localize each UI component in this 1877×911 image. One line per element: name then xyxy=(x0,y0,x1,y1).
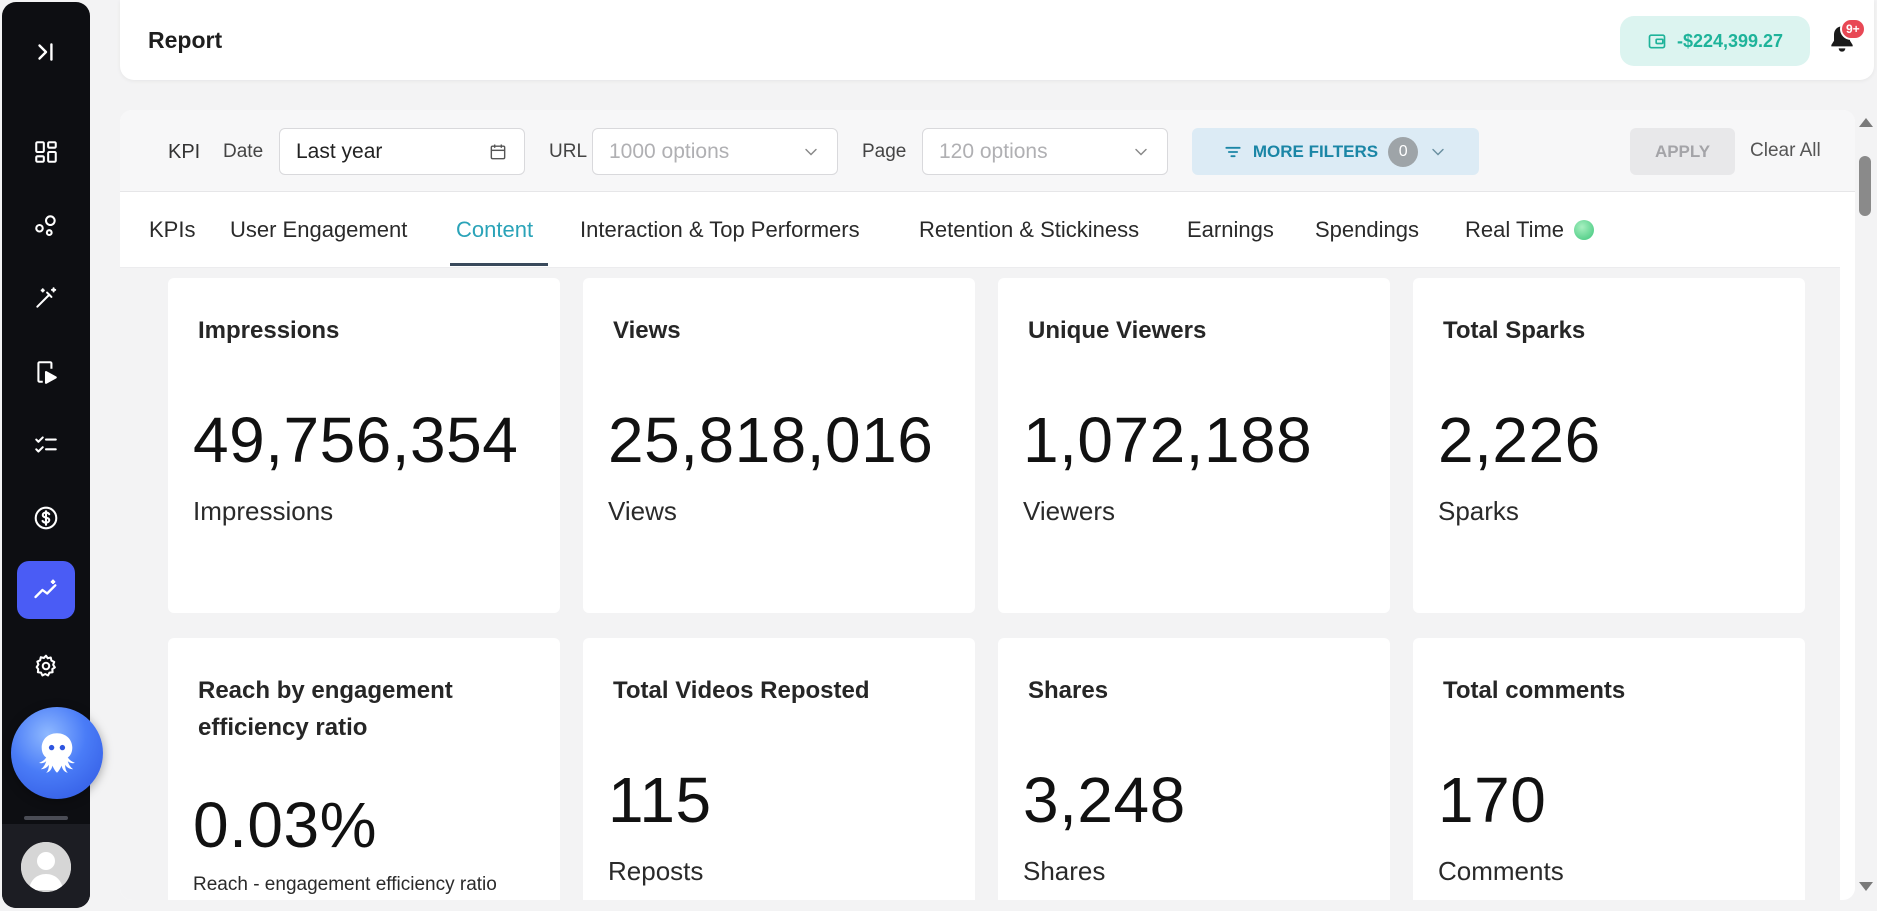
tab-real-time-label: Real Time xyxy=(1465,217,1565,242)
kpi-label: KPI xyxy=(168,141,201,163)
chevron-down-icon xyxy=(805,148,817,156)
card-title: Reach by engagement efficiency ratio xyxy=(198,677,453,741)
card-value: 25,818,016 xyxy=(608,404,934,476)
magic-wand-icon[interactable] xyxy=(2,274,90,322)
card-impressions: Impressions 49,756,354 Impressions xyxy=(168,278,560,613)
card-views: Views 25,818,016 Views xyxy=(583,278,975,613)
tab-real-time[interactable]: Real Time xyxy=(1465,192,1595,268)
card-title: Unique Viewers xyxy=(1028,317,1207,344)
card-value: 1,072,188 xyxy=(1023,404,1313,476)
analytics-icon xyxy=(34,579,57,599)
tab-kpis[interactable]: KPIs xyxy=(149,217,196,242)
user-profile[interactable] xyxy=(2,824,90,908)
more-filters-button[interactable]: MORE FILTERS 0 xyxy=(1192,128,1479,175)
tab-interaction-top-performers[interactable]: Interaction & Top Performers xyxy=(580,217,860,242)
url-label: URL xyxy=(549,141,588,162)
avatar[interactable] xyxy=(21,842,71,892)
card-title: Total Videos Reposted xyxy=(613,677,870,704)
card-value: 49,756,354 xyxy=(193,404,519,476)
card-total-videos-reposted: Total Videos Reposted 115 Reposts xyxy=(583,638,975,900)
filter-icon xyxy=(1225,146,1241,157)
card-total-comments: Total comments 170 Comments xyxy=(1413,638,1805,900)
sidebar-divider xyxy=(24,816,68,820)
card-unit: Sparks xyxy=(1438,496,1519,526)
tab-spendings[interactable]: Spendings xyxy=(1315,217,1419,242)
card-unit: Impressions xyxy=(193,496,334,526)
card-title: Views xyxy=(613,317,681,344)
chevron-down-icon xyxy=(1135,148,1147,156)
tab-earnings[interactable]: Earnings xyxy=(1187,217,1274,242)
card-value: 3,248 xyxy=(1023,764,1186,836)
card-unit: Shares xyxy=(1023,856,1106,886)
url-select[interactable]: 1000 options xyxy=(592,128,838,175)
checklist-icon[interactable] xyxy=(2,421,90,469)
card-title: Impressions xyxy=(198,317,340,344)
scroll-thumb[interactable] xyxy=(1859,156,1871,216)
chevron-down-icon xyxy=(1432,148,1444,156)
octopus-icon xyxy=(39,733,75,773)
page-title: Report xyxy=(148,27,223,53)
apply-button[interactable]: APPLY xyxy=(1630,128,1735,175)
card-unique-viewers: Unique Viewers 1,072,188 Viewers xyxy=(998,278,1390,613)
page-label: Page xyxy=(862,141,907,162)
clear-all-link[interactable]: Clear All xyxy=(1750,140,1821,161)
date-label: Date xyxy=(223,141,264,162)
user-avatar-icon xyxy=(21,842,71,892)
calendar-icon xyxy=(490,144,506,159)
live-indicator-dot xyxy=(1574,220,1595,240)
date-picker[interactable]: Last year xyxy=(279,128,525,175)
card-unit: Views xyxy=(608,496,677,526)
scroll-down-arrow-icon[interactable] xyxy=(1859,882,1873,891)
video-play-icon[interactable] xyxy=(2,348,90,396)
report-panel: KPI Date Last year URL 1000 options Page… xyxy=(120,110,1855,900)
tab-user-engagement[interactable]: User Engagement xyxy=(230,217,408,242)
card-value: 170 xyxy=(1438,764,1547,836)
notification-badge: 9+ xyxy=(1840,18,1866,40)
card-total-sparks: Total Sparks 2,226 Sparks xyxy=(1413,278,1805,613)
page-select[interactable]: 120 options xyxy=(922,128,1168,175)
active-tab-indicator xyxy=(450,263,548,266)
wallet-balance[interactable]: -$224,399.27 xyxy=(1620,16,1810,66)
card-reach-efficiency: Reach by engagement efficiency ratio 0.0… xyxy=(168,638,560,900)
gear-icon[interactable] xyxy=(2,642,90,690)
card-unit: Viewers xyxy=(1023,496,1116,526)
balance-amount: -$224,399.27 xyxy=(1676,30,1784,51)
more-filters-label: MORE FILTERS xyxy=(1252,141,1379,161)
dashboard-icon[interactable] xyxy=(2,128,90,176)
card-title: Total Sparks xyxy=(1443,317,1586,344)
date-value: Last year xyxy=(296,139,383,163)
dollar-icon[interactable] xyxy=(2,494,90,542)
card-unit: Comments xyxy=(1438,856,1564,886)
card-value: 2,226 xyxy=(1438,404,1601,476)
tab-retention-stickiness[interactable]: Retention & Stickiness xyxy=(919,217,1140,242)
kpi-cards-grid: Impressions 49,756,354 Impressions Views… xyxy=(120,268,1840,900)
page-header: Report -$224,399.27 9+ xyxy=(120,0,1874,80)
collapse-icon[interactable] xyxy=(2,28,90,76)
report-tabs: KPIs User Engagement Content Interaction… xyxy=(120,192,1840,268)
filter-bar: KPI Date Last year URL 1000 options Page… xyxy=(120,110,1855,192)
nodes-icon[interactable] xyxy=(2,201,90,249)
assistant-bot-button[interactable] xyxy=(11,707,103,799)
page-placeholder: 120 options xyxy=(939,139,1048,163)
card-title: Shares xyxy=(1028,677,1109,704)
vertical-scrollbar[interactable] xyxy=(1855,110,1875,900)
scroll-up-arrow-icon[interactable] xyxy=(1859,118,1873,127)
card-value: 0.03% xyxy=(193,789,377,861)
sidebar-item-analytics[interactable] xyxy=(17,561,75,619)
tab-content[interactable]: Content xyxy=(456,217,534,242)
url-placeholder: 1000 options xyxy=(609,139,730,163)
filter-count-badge: 0 xyxy=(1388,136,1419,167)
card-shares: Shares 3,248 Shares xyxy=(998,638,1390,900)
card-value: 115 xyxy=(608,764,712,836)
card-unit: Reposts xyxy=(608,856,704,886)
wallet-icon xyxy=(1648,34,1666,49)
card-unit: Reach - engagement efficiency ratio xyxy=(193,874,497,895)
card-title: Total comments xyxy=(1443,677,1626,704)
